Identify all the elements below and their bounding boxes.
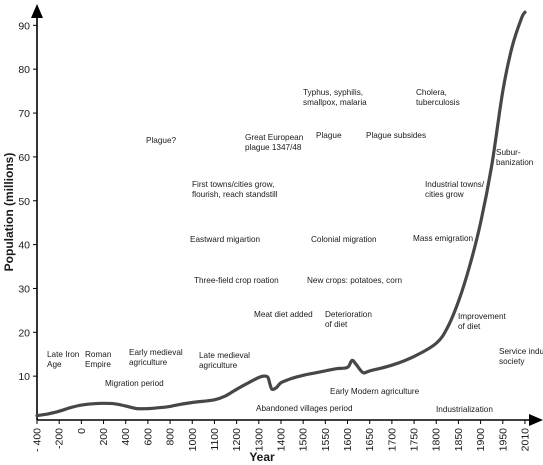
x-tick-label: 1400 <box>275 428 287 452</box>
x-tick-label: 1600 <box>342 428 354 452</box>
x-tick-label: 600 <box>142 428 154 446</box>
x-tick-label: 1850 <box>453 428 465 452</box>
x-tick-label: 1950 <box>497 428 509 452</box>
annotation-label: Early medieval agriculture <box>129 348 183 367</box>
annotation-label: Typhus, syphilis, smallpox, malaria <box>303 88 367 107</box>
x-tick-label: -200 <box>54 428 66 449</box>
x-tick-label: 1900 <box>475 428 487 452</box>
y-tick-label: 50 <box>18 196 30 208</box>
annotation-label: Late medieval agriculture <box>199 351 250 370</box>
annotation-label: Late Iron Age <box>47 350 80 369</box>
x-axis-arrow <box>529 414 543 426</box>
annotation-label: Abandoned villages period <box>256 404 353 413</box>
annotation-label: Three-field crop roation <box>194 276 279 285</box>
y-tick-label: 60 <box>18 152 30 164</box>
annotation-label: Great European plague 1347/48 <box>245 133 304 152</box>
annotation-label: Mass emigration <box>413 234 474 243</box>
annotation-label: Early Modern agriculture <box>330 387 420 396</box>
x-tick-label: 1100 <box>209 428 221 451</box>
annotation-label: Deterioration of diet <box>325 310 372 329</box>
annotation-label: Colonial migration <box>311 235 377 244</box>
x-tick-label: 1650 <box>364 428 376 452</box>
annotation-label: Industrialization <box>436 405 493 414</box>
x-tick-label: 800 <box>165 428 177 446</box>
y-tick-label: 20 <box>18 327 30 339</box>
annotation-label: Cholera, tuberculosis <box>416 88 460 107</box>
y-axis <box>31 4 43 420</box>
x-tick-label: 0 <box>76 428 88 434</box>
annotation-label: Roman Empire <box>85 350 112 369</box>
annotation-label: New crops: potatoes, corn <box>307 276 403 285</box>
x-tick-label: 2010 <box>519 428 531 452</box>
population-series-line <box>35 10 527 418</box>
annotations: Late Iron Age Roman Empire Early medieval agr… <box>47 88 543 414</box>
y-tick-label: 70 <box>18 108 30 120</box>
annotation-label: First towns/cities grow, flourish, reach … <box>192 180 278 199</box>
x-tick-label: 1200 <box>231 428 243 452</box>
x-tick-label: 1700 <box>386 428 398 452</box>
x-tick-label: 1750 <box>409 428 421 452</box>
x-tick-label: 1550 <box>320 428 332 452</box>
x-axis <box>37 414 543 426</box>
y-tick-label: 90 <box>18 20 30 32</box>
y-axis-arrow <box>31 4 43 18</box>
y-tick-label: 30 <box>18 283 30 295</box>
x-tick-label: 200 <box>98 428 110 446</box>
annotation-label: Improvement of diet <box>458 312 507 331</box>
x-axis-title: Year <box>249 450 275 464</box>
y-tick-label: 10 <box>18 371 30 383</box>
annotation-label: Subur-banization <box>496 148 534 167</box>
x-tick-label: 1000 <box>187 428 199 452</box>
y-tick-label: 40 <box>18 240 30 252</box>
y-tick-label: 80 <box>18 64 30 76</box>
annotation-label: Plague? <box>146 136 176 145</box>
x-tick-label: 1500 <box>298 428 310 452</box>
x-tick-label: 400 <box>120 428 132 446</box>
annotation-label: Meat diet added <box>254 310 313 319</box>
annotation-label: Industrial towns/cities grow <box>425 180 485 199</box>
annotation-label: Plague <box>316 131 342 140</box>
annotation-label: Eastward migartion <box>190 235 261 244</box>
x-tick-label: - 400 <box>32 428 44 452</box>
annotation-label: Service industrysociety <box>499 347 543 366</box>
annotation-label: Plague subsides <box>366 131 426 140</box>
y-axis-title: Population (millions) <box>2 153 16 272</box>
annotation-label: Migration period <box>105 379 164 388</box>
x-tick-label: 1300 <box>253 428 265 452</box>
x-tick-label: 1800 <box>431 428 443 452</box>
